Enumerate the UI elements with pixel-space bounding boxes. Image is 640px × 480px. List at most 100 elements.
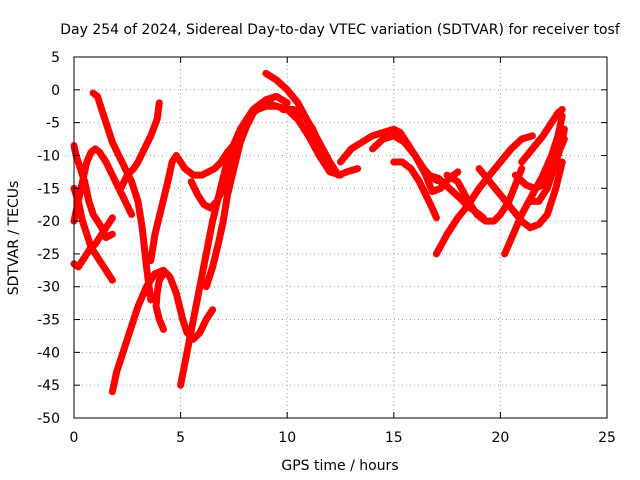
y-tick-label: -45 (37, 378, 60, 394)
data-point (115, 152, 122, 159)
plot-frame (73, 56, 608, 419)
data-point (434, 186, 441, 193)
data-point (79, 178, 86, 185)
data-point (511, 209, 518, 216)
data-point (82, 226, 89, 233)
data-point (433, 214, 440, 221)
data-point (351, 143, 358, 150)
data-point (235, 148, 242, 155)
data-point (147, 257, 154, 264)
data-point (479, 180, 486, 187)
data-point (561, 126, 568, 133)
data-point (110, 382, 117, 389)
data-point (175, 299, 182, 305)
data-point (297, 110, 304, 117)
data-point (76, 191, 83, 198)
data-point (241, 128, 248, 135)
data-point (544, 185, 551, 192)
data-point (181, 320, 188, 327)
data-point (198, 198, 205, 205)
y-tick-label: -10 (37, 148, 60, 164)
data-point (304, 117, 311, 124)
data-point (139, 150, 146, 157)
data-point (139, 224, 146, 231)
data-point (209, 218, 216, 225)
data-point (454, 214, 461, 221)
data-point (451, 176, 458, 183)
data-point (156, 316, 163, 323)
data-point (397, 137, 404, 144)
data-point (544, 211, 551, 218)
data-point (294, 116, 301, 123)
data-point (173, 290, 180, 297)
data-point (532, 141, 539, 148)
data-point (152, 270, 158, 277)
data-point (270, 74, 276, 81)
data-point (223, 200, 230, 207)
data-point (152, 121, 158, 128)
series-pass-c (70, 214, 116, 271)
data-point (226, 183, 233, 190)
x-tick-label: 10 (278, 430, 296, 446)
data-point (535, 221, 542, 228)
data-point (196, 195, 203, 202)
data-point (169, 279, 176, 286)
series-pass-x (518, 106, 566, 166)
data-point (82, 165, 89, 172)
data-point (309, 139, 316, 146)
data-point (405, 143, 411, 150)
data-point (435, 175, 442, 182)
data-point (458, 185, 465, 192)
data-point (100, 110, 107, 117)
data-point (483, 174, 490, 181)
data-point (179, 316, 186, 323)
y-tick-label: -15 (37, 181, 60, 197)
data-point (439, 178, 446, 185)
data-point (111, 176, 118, 183)
data-point (156, 213, 163, 220)
data-point (237, 139, 244, 146)
data-point (294, 108, 301, 115)
data-point (512, 172, 519, 179)
data-point (273, 77, 280, 83)
data-point (519, 178, 526, 185)
data-point (146, 279, 153, 286)
data-point (529, 145, 536, 152)
data-point (447, 225, 454, 232)
data-point (546, 178, 553, 185)
data-point (207, 229, 214, 235)
data-point (305, 132, 312, 139)
data-point (407, 165, 414, 172)
data-point (216, 237, 222, 244)
data-point (117, 185, 124, 192)
y-tick-label: 0 (51, 83, 60, 99)
data-point (376, 139, 383, 146)
data-point (113, 369, 120, 376)
data-point (155, 105, 162, 112)
data-point (156, 99, 163, 106)
data-point (486, 178, 493, 185)
data-point (442, 182, 449, 188)
data-point (109, 277, 116, 284)
data-point (160, 326, 167, 333)
data-point (188, 327, 195, 334)
data-point (158, 205, 165, 211)
data-point (559, 139, 566, 146)
data-point (154, 269, 161, 276)
data-point (262, 70, 269, 77)
data-point (535, 198, 542, 205)
data-point (290, 106, 297, 113)
data-point (365, 135, 372, 141)
data-point (522, 154, 529, 161)
x-tick-label: 0 (70, 430, 79, 446)
data-point (218, 224, 225, 231)
data-point (394, 135, 401, 141)
y-tick-label: -30 (37, 280, 60, 296)
data-point (181, 360, 188, 367)
data-point (184, 349, 190, 356)
data-point (75, 198, 82, 205)
data-point (109, 231, 116, 238)
data-point (531, 185, 538, 192)
y-tick-label: -20 (37, 214, 60, 230)
data-point (211, 209, 218, 216)
